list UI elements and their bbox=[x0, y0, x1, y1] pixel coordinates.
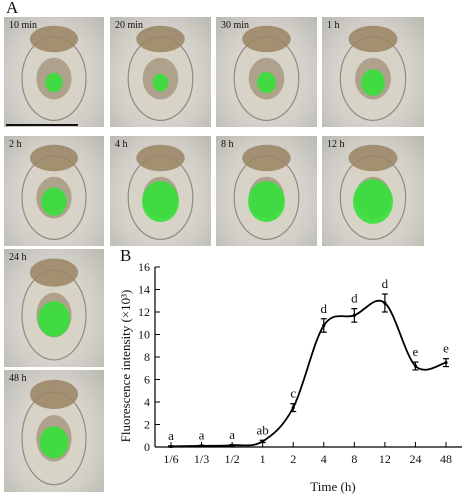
significance-letter: ab bbox=[257, 422, 269, 437]
time-label: 4 h bbox=[115, 139, 128, 150]
micrograph-tile: 48 h bbox=[4, 370, 104, 492]
panel-b-letter: B bbox=[120, 246, 132, 265]
x-tick-label: 1/6 bbox=[163, 452, 178, 466]
y-tick-label: 2 bbox=[144, 418, 150, 432]
x-tick-label: 2 bbox=[290, 452, 296, 466]
data-point bbox=[352, 313, 356, 317]
rotifer-specimen bbox=[339, 144, 407, 240]
x-tick-label: 1/2 bbox=[224, 452, 239, 466]
data-point bbox=[291, 406, 295, 410]
time-label: 24 h bbox=[9, 252, 27, 263]
y-axis-title: Fluorescence intensity (×10³) bbox=[118, 290, 133, 443]
x-tick-label: 1 bbox=[260, 452, 266, 466]
rotifer-specimen bbox=[127, 25, 194, 121]
significance-letter: a bbox=[168, 428, 174, 443]
rotifer-specimen bbox=[127, 144, 194, 240]
scale-bar bbox=[6, 124, 78, 126]
significance-letter: a bbox=[229, 427, 235, 442]
data-point bbox=[261, 439, 265, 443]
rotifer-specimen bbox=[21, 144, 87, 240]
time-label: 20 min bbox=[115, 20, 144, 31]
y-tick-label: 4 bbox=[144, 395, 150, 409]
micrograph-tile: 20 min bbox=[110, 17, 211, 127]
x-axis-title: Time (h) bbox=[310, 479, 355, 494]
y-tick-label: 8 bbox=[144, 350, 150, 364]
significance-letter: c bbox=[290, 386, 296, 401]
rotifer-specimen bbox=[233, 25, 300, 121]
y-tick-label: 12 bbox=[138, 305, 150, 319]
time-label: 30 min bbox=[221, 20, 250, 31]
rotifer-specimen bbox=[21, 379, 87, 486]
fluorescent-particles bbox=[37, 301, 71, 337]
fluorescent-particles bbox=[142, 181, 179, 223]
time-label: 1 h bbox=[327, 20, 340, 31]
data-point bbox=[169, 444, 173, 449]
x-tick-label: 4 bbox=[321, 452, 327, 466]
significance-letter: d bbox=[351, 291, 358, 306]
fluorescent-particles bbox=[361, 69, 385, 96]
rotifer-specimen bbox=[21, 258, 87, 361]
micrograph-tile: 30 min bbox=[216, 17, 317, 127]
panel-a-letter: A bbox=[6, 0, 19, 17]
micrograph-tile: 1 h bbox=[322, 17, 424, 127]
time-label: 2 h bbox=[9, 139, 22, 150]
micrograph-tile: 12 h bbox=[322, 136, 424, 246]
rotifer-specimen bbox=[21, 25, 87, 121]
rotifer-specimen bbox=[233, 144, 300, 240]
fluorescent-particles bbox=[248, 181, 285, 223]
x-tick-label: 24 bbox=[409, 452, 421, 466]
micrograph-tile: 2 h bbox=[4, 136, 104, 246]
micrograph-tile: 10 min bbox=[4, 17, 104, 127]
fluorescent-particles bbox=[41, 187, 67, 216]
y-tick-label: 14 bbox=[138, 283, 150, 297]
micrograph-tile: 4 h bbox=[110, 136, 211, 246]
data-point bbox=[383, 301, 387, 305]
y-tick-label: 6 bbox=[144, 373, 150, 387]
fluorescent-particles bbox=[45, 72, 63, 93]
x-tick-label: 12 bbox=[379, 452, 391, 466]
data-point bbox=[413, 364, 418, 368]
fluorescent-particles bbox=[39, 426, 69, 459]
significance-letter: e bbox=[443, 341, 449, 356]
rotifer-specimen bbox=[339, 25, 407, 121]
x-tick-label: 8 bbox=[351, 452, 357, 466]
significance-letter: d bbox=[321, 301, 328, 316]
data-point bbox=[230, 443, 234, 447]
y-tick-label: 10 bbox=[138, 328, 150, 342]
significance-letter: d bbox=[382, 276, 389, 291]
significance-letter: e bbox=[413, 344, 419, 359]
series-line bbox=[170, 299, 447, 448]
x-tick-label: 1/3 bbox=[194, 452, 209, 466]
data-point bbox=[199, 444, 204, 448]
significance-letter: a bbox=[199, 427, 205, 442]
y-tick-label: 16 bbox=[138, 260, 150, 274]
data-point bbox=[444, 361, 448, 365]
x-tick-label: 48 bbox=[440, 452, 452, 466]
fluorescent-particles bbox=[152, 73, 169, 92]
chart-series: a a a ab c d d d e e bbox=[168, 276, 449, 449]
fluorescent-particles bbox=[352, 179, 394, 224]
time-label: 8 h bbox=[221, 139, 234, 150]
fluorescent-particles bbox=[256, 72, 277, 94]
data-point bbox=[322, 323, 326, 328]
time-label: 10 min bbox=[9, 20, 38, 31]
micrograph-tile: 24 h bbox=[4, 249, 104, 367]
y-tick-label: 0 bbox=[144, 440, 150, 454]
time-label: 12 h bbox=[327, 139, 345, 150]
time-label: 48 h bbox=[9, 373, 27, 384]
micrograph-tile: 8 h bbox=[216, 136, 317, 246]
